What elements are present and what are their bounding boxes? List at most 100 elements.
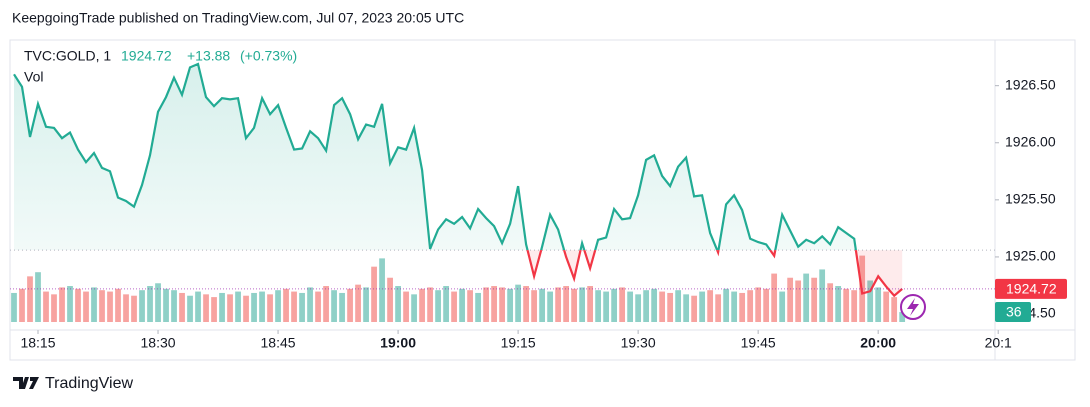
last-price: 1924.72 [121,48,172,64]
volume-bar [379,258,385,322]
change-pct: (+0.73%) [240,48,297,64]
volume-bar [467,290,473,322]
volume-bar [35,272,41,322]
volume-bar [99,290,105,322]
volume-bar [739,292,746,322]
volume-bar [123,294,129,322]
volume-bar [163,288,169,322]
volume-bar [315,291,321,322]
x-tick-label: 19:30 [621,335,656,351]
volume-bar [883,291,890,322]
volume-bar [843,288,850,322]
volume-bar [651,288,658,322]
volume-bar [307,287,313,322]
volume-bar [75,288,81,322]
volume-bar [619,287,626,322]
volume-bar [187,295,193,322]
volume-bar [11,292,17,322]
volume-bar [155,283,161,322]
volume-bar [755,287,762,322]
volume-legend: Vol [24,69,43,85]
volume-bar [219,292,225,322]
alert-icon[interactable] [900,294,926,320]
volume-bar [363,287,369,322]
volume-bar [59,287,65,322]
volume-bar [171,290,177,322]
volume-bar [579,287,585,322]
volume-bar [283,288,289,322]
x-tick-label: 18:30 [141,335,176,351]
x-tick-label: 19:45 [741,335,776,351]
volume-bar [371,266,377,322]
volume-bar [235,291,241,322]
volume-bar [451,291,457,322]
volume-bar [443,286,449,322]
volume-bar [259,291,265,322]
x-tick-label: 20:1 [985,335,1012,351]
volume-bar [603,291,610,322]
volume-bar [91,287,97,322]
volume-bar [555,287,561,322]
volume-bar [611,288,618,322]
volume-bar [179,292,185,322]
volume-bar [891,297,898,322]
y-tick-label: 1926.50 [1005,76,1056,92]
frame [9,39,1076,361]
volume-bar [19,288,25,322]
volume-bar [355,284,361,322]
area-above [14,64,856,251]
volume-bar [299,292,305,322]
volume-bar [403,291,409,322]
last-volume-box [995,302,1031,322]
volume-bar [43,291,49,322]
volume-bar [875,287,882,322]
last-price-label: 1924.72 [1006,281,1057,297]
volume-bar [131,295,137,322]
volume-bar [691,295,698,322]
volume-bar [715,294,722,322]
volume-bar [227,294,233,322]
volume-bar [763,288,770,322]
volume-bar [683,294,690,322]
y-tick-label: 1925.00 [1005,248,1056,264]
symbol: TVC:GOLD, 1 [24,48,111,64]
brand: TradingView [13,375,133,392]
x-tick-label: 19:15 [501,335,536,351]
volume-bar [107,291,113,322]
volume-bar [459,288,465,322]
volume-bar [499,287,505,322]
volume-bar [435,290,441,322]
volume-bar [515,284,521,322]
y-tick-label: 1925.50 [1005,191,1056,207]
volume-bar [699,291,706,322]
volume-bar [899,312,906,322]
volume-bar [523,286,529,322]
volume-bar [731,291,738,322]
volume-bar [667,292,674,322]
x-tick-label: 18:45 [261,335,296,351]
volume-bar [827,283,834,322]
x-tick-label: 18:15 [20,335,55,351]
volume-bar [747,290,754,322]
brand-name: TradingView [45,375,133,392]
volume-bar [659,291,666,322]
volume-bar [51,294,57,322]
last-volume-label: 36 [1006,304,1022,320]
volume-bar [547,291,553,322]
volume-bar [571,288,577,322]
volume-bar [835,286,842,322]
volume-bar [147,286,153,322]
volume-bar [707,290,714,322]
volume-bar [139,290,145,322]
volume-bar [195,291,201,322]
volume-bar [803,273,810,322]
x-tick-label: 20:00 [860,335,896,351]
price-line-up [13,62,857,251]
volume-bar [539,288,545,322]
volume-bar [243,295,249,322]
volume-bar [419,288,425,322]
volume-bar [851,290,858,322]
volume-bar [267,294,273,322]
